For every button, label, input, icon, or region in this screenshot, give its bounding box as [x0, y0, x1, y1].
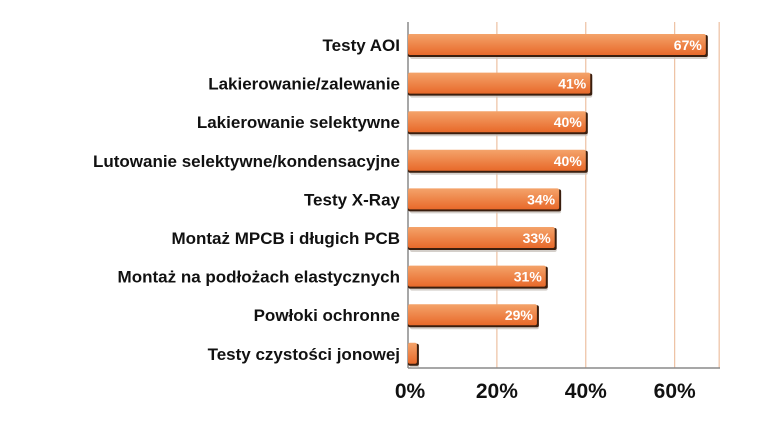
x-tick-label: 0%	[395, 380, 426, 403]
data-label: 34%	[527, 191, 556, 207]
bar-8	[408, 304, 537, 326]
category-label: Testy AOI	[323, 36, 400, 55]
bar-4	[408, 149, 586, 171]
bar-1	[408, 34, 706, 55]
data-label: 41%	[558, 76, 587, 92]
bar-3	[408, 111, 586, 133]
bars: 67% 41% 40% 40% 34% 33% 31% 29%	[408, 34, 708, 368]
x-tick-label: 60%	[654, 380, 696, 403]
bar-6	[408, 227, 555, 248]
category-label: Testy X-Ray	[304, 190, 401, 209]
data-label: 40%	[554, 153, 583, 169]
data-label: 40%	[554, 114, 583, 130]
category-label: Lakierowanie/zalewanie	[208, 75, 400, 94]
data-label: 67%	[674, 37, 703, 53]
bar-2	[408, 72, 591, 94]
x-tick-label: 20%	[476, 380, 518, 403]
category-labels: Testy AOI Lakierowanie/zalewanie Lakierowa…	[93, 36, 401, 364]
bar-5	[408, 188, 560, 210]
data-label: 29%	[505, 307, 534, 323]
bar-7	[408, 265, 546, 287]
category-label: Montaż na podłożach elastycznych	[118, 268, 400, 287]
category-label: Montaż MPCB i długich PCB	[171, 229, 400, 248]
category-label: Lakierowanie selektywne	[197, 113, 400, 132]
x-tick-label: 40%	[565, 380, 607, 403]
category-label: Powłoki ochronne	[254, 306, 400, 325]
bar-9	[408, 342, 417, 364]
x-axis-ticks: 0% 20% 40% 60%	[395, 380, 696, 403]
category-label: Lutowanie selektywne/kondensacyjne	[93, 152, 400, 171]
data-label: 31%	[514, 269, 543, 285]
category-label: Testy czystości jonowej	[208, 345, 400, 364]
data-label: 33%	[523, 230, 552, 246]
